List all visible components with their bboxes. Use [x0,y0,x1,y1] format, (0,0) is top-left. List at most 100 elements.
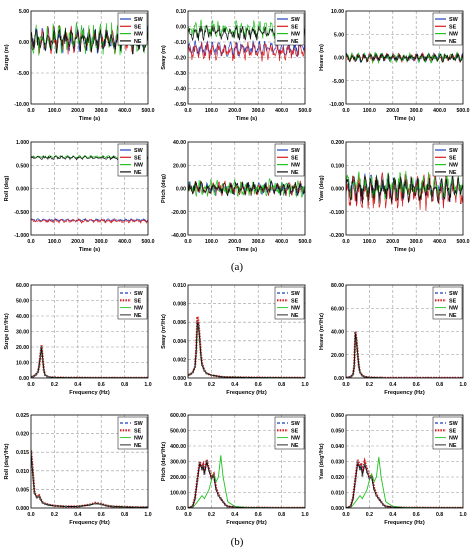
series-line-sw [31,345,148,378]
data-point-ne [39,497,42,501]
x-tick-label: 0.2 [51,382,58,388]
x-tick-label: 200.0 [386,108,399,114]
y-tick-label: 0.040 [331,444,344,450]
x-tick-label: 0.4 [74,382,81,388]
data-point-ne [41,358,44,361]
series-line-nw [188,178,305,198]
x-tick-label: 500.0 [142,108,155,114]
x-tick-label: 300.0 [410,239,423,245]
data-point-ne [40,345,43,349]
legend-label-ne: NE [291,313,299,319]
x-tick-label: 0.6 [98,512,105,518]
x-tick-label: 1.0 [144,382,151,388]
x-tick-label: 1.0 [459,382,466,388]
data-point-ne [217,494,220,497]
data-point-ne [203,472,206,475]
x-tick-label: 500.0 [142,239,155,245]
data-point-ne [351,373,355,376]
chart-a-pitch: 0.0 100.0 200.0 300.0 400.0 500.0 40.00 20.00 0.… [161,140,312,253]
series-line-se [31,450,148,508]
series-line-ne [188,461,305,508]
y-tick-label: 300.00 [170,460,186,466]
y-tick-label: 60.00 [331,306,344,312]
plot-frame [187,141,306,236]
legend-label-ne: NE [134,443,142,449]
x-axis-title: Time (s) [79,247,100,253]
x-tick-label: 0.8 [278,382,285,388]
y-tick-label: 40.00 [331,330,344,336]
y-tick-label: 0.000 [173,376,186,382]
y-tick-label: -0.100 [329,210,344,216]
y-axis-title: Yaw (deg) [319,175,325,201]
data-point-ne [196,479,199,482]
legend-box [117,286,148,320]
data-point-ne [360,465,363,468]
y-tick-label: 30.00 [16,330,29,336]
plot-frame [30,414,149,509]
data-point-ne [196,321,199,324]
x-tick-label: 100.0 [205,108,218,114]
data-point-ne [94,502,97,505]
legend-label-sw: SW [134,148,144,154]
x-tick-label: 100.0 [48,108,61,114]
series-group [31,345,148,378]
data-point-ne [363,463,366,466]
legend-label-nw: NW [134,306,144,312]
data-point-ne [42,369,45,372]
data-point-ne [198,461,201,465]
data-point-ne [135,506,138,508]
x-tick-label: 0.2 [366,512,373,518]
y-tick-label: -0.20 [174,56,186,62]
data-point-ne [226,505,229,508]
data-point-ne [353,365,356,368]
series-line-se [188,316,305,378]
data-point-ne [202,465,205,468]
legend-box [432,143,463,177]
data-point-ne [41,501,44,504]
y-tick-label: 20.00 [173,163,186,169]
data-point-ne [88,503,91,507]
legend-box [274,416,305,450]
x-tick-label: 0.4 [231,382,238,388]
data-point-ne [207,469,211,472]
y-tick-label: 0.025 [16,413,29,419]
y-axis-title: Surge (m²/Hz) [3,313,10,349]
plot-frame [187,414,306,509]
legend-label-ne: NE [134,39,142,45]
data-point-ne [191,371,194,374]
y-tick-label: 0.060 [331,413,344,419]
y-tick-label: 400.00 [170,444,186,450]
data-point-ne [65,505,68,508]
data-point-ne [31,465,34,469]
legend-label-nw: NW [449,436,459,442]
data-point-ne [349,375,352,378]
y-tick-label: 0.010 [173,283,186,289]
chart-a-roll: 0.0 100.0 200.0 300.0 400.0 500.0 1.000 0.500 0.… [4,140,155,253]
y-axis-title: Sway (m²/Hz) [160,314,167,349]
legend-label-se: SE [134,155,142,161]
y-tick-label: -40.00 [171,233,186,239]
y-tick-label: 0.050 [331,429,344,435]
legend-label-se: SE [449,24,457,30]
plot-frame [30,141,149,236]
legend-label-nw: NW [291,163,301,169]
legend-label-nw: NW [134,163,144,169]
y-axis-title: Pitch (deg) [161,174,167,203]
legend-label-se: SE [291,428,299,434]
series-line-ne [346,52,463,63]
y-tick-label: 0.020 [331,475,344,481]
series-line-nw [188,323,305,378]
x-axis-title: Time (s) [236,247,257,253]
legend-label-se: SE [449,298,457,304]
data-point-ne [34,373,37,376]
data-point-ne [191,505,194,508]
x-tick-label: 1.0 [301,512,308,518]
legend-label-se: SE [449,155,457,161]
x-axis-title: Time (s) [394,116,415,122]
x-tick-label: 500.0 [299,108,312,114]
y-tick-label: 0.000 [16,187,29,193]
x-tick-label: 0.0 [342,108,349,114]
x-tick-label: 200.0 [228,108,241,114]
data-point-ne [35,496,38,499]
y-tick-label: 0.100 [331,163,344,169]
